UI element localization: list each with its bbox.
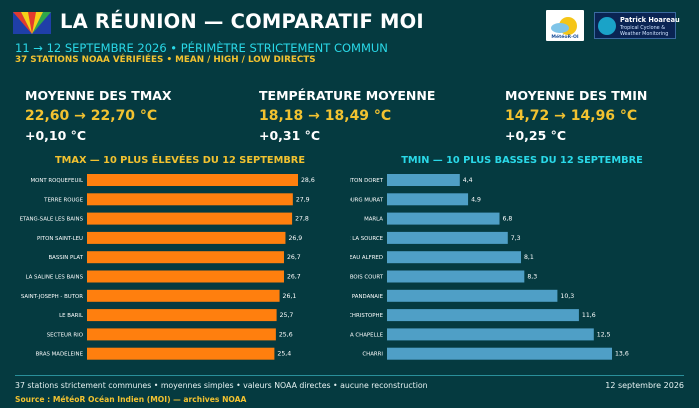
stat-delta: +0,25 °C [505,128,567,143]
stat-tmoy: TEMPÉRATURE MOYENNE 18,18 → 18,49 °C +0,… [259,88,435,143]
bar [387,174,460,186]
data-label: 25,4 [277,351,291,358]
data-label: 26,1 [283,293,297,300]
data-label: 26,7 [287,274,301,281]
stat-value: 18,18 → 18,49 °C [259,108,392,124]
data-label: 4,9 [471,196,481,203]
logo2-title: Patrick Hoareau [620,16,680,24]
category-label: LA CHAPELLE [350,332,384,338]
data-label: 27,9 [296,196,310,203]
category-label: PANDANAIE [352,294,384,300]
footer-divider [15,375,684,376]
category-label: ETANG-SALE LES BAINS [20,217,84,223]
category-label: PITON SAINT-LEU [37,236,83,242]
reunion-flag-icon [13,12,51,34]
stat-label: TEMPÉRATURE MOYENNE [259,88,436,103]
category-label: LE BARIL [59,313,83,319]
bar [87,212,293,225]
cyclone-icon [598,17,616,35]
tmin-chart-title: TMIN — 10 PLUS BASSES DU 12 SEPTEMBRE [401,155,643,166]
bar [387,309,579,322]
bar [387,193,469,206]
stat-value: 22,60 → 22,70 °C [25,108,158,124]
category-label: BASSIN PLAT [48,255,83,261]
data-label: 8,3 [527,274,537,281]
tmax-bar-chart: MONT ROQUEFEUIL 28,6 TERRE ROUGE 27,9 ETANG-… [20,174,315,360]
page-subtitle-details: 37 STATIONS NOAA VÉRIFIÉES • MEAN / HIGH… [15,55,316,65]
category-label: CHARRI [362,352,383,358]
stat-delta: +0,31 °C [259,128,321,143]
data-label: 8,1 [524,254,534,261]
logo2-subtitle: Tropical Cyclone & Weather Monitoring [620,25,668,37]
data-label: 4,4 [463,177,473,184]
category-label: TERRE ROUGE [43,197,83,203]
footer-source: Source : MétéoR Océan Indien (MOI) — arc… [15,395,247,404]
category-label: CHEMIN DE LA SOURCE [350,236,384,242]
patrick-hoareau-logo: Patrick Hoareau Tropical Cyclone & Weathe… [594,12,680,39]
bar [87,309,277,322]
stat-tmax: MOYENNE DES TMAX 22,60 → 22,70 °C +0,10 … [25,88,172,143]
meteor-oi-logo: MétéoR-OI [546,10,584,41]
footer-note: 37 stations strictement communes • moyen… [15,381,428,390]
stat-label: MOYENNE DES TMAX [25,88,172,103]
tmax-chart-title: TMAX — 10 PLUS ÉLEVÉES DU 12 SEPTEMBRE [54,155,306,166]
bar [387,270,525,283]
category-label: BOIS COURT [350,275,384,281]
bar [87,347,275,360]
data-label: 10,3 [560,293,574,300]
logo2-line1: Tropical Cyclone & [620,25,666,31]
category-label: BRAS MADELEINE [36,352,84,358]
logo2-line2: Weather Monitoring [620,31,669,37]
bar [87,193,293,206]
stat-delta: +0,10 °C [25,128,87,143]
bar [87,231,286,244]
category-label: MARLA [364,217,383,223]
data-label: 28,6 [301,177,315,184]
bar [87,174,298,186]
data-label: 26,9 [288,235,302,242]
logo1-text: MétéoR-OI [551,33,579,40]
page-subtitle: 11 → 12 SEPTEMBRE 2026 • PÉRIMÈTRE STRIC… [15,41,388,55]
data-label: 27,8 [295,216,309,223]
category-label: BOURG MURAT [350,197,384,203]
footer-date: 12 septembre 2026 [605,381,684,390]
data-label: 11,6 [582,312,596,319]
category-label: CARREAU ALFRED [350,255,383,261]
bar [387,251,522,264]
data-label: 26,7 [287,254,301,261]
data-label: 25,6 [279,331,293,338]
data-label: 6,8 [503,216,513,223]
data-label: 12,5 [597,331,611,338]
category-label: MONT ROQUEFEUIL [30,178,83,184]
bar [87,289,280,302]
category-label: SAINT-JOSEPH - BUTOR [21,294,83,300]
stat-value: 14,72 → 14,96 °C [505,108,638,124]
tmin-bar-chart: PITON DORET 4,4 BOURG MURAT 4,9 MARLA 6,8 CHEM… [350,174,629,360]
bar [87,328,276,341]
data-label: 25,7 [280,312,294,319]
category-label: PITON DORET [350,178,384,184]
bar [387,231,508,244]
page-title: LA RÉUNION — COMPARATIF MOI [60,10,424,33]
category-label: SECTEUR RIO [47,332,83,338]
bar [87,251,284,264]
bar [387,212,500,225]
bar [387,328,594,341]
category-label: LA SALINE LES BAINS [26,275,84,281]
stat-label: MOYENNE DES TMIN [505,88,648,103]
bar [387,347,612,360]
bar [387,289,558,302]
data-label: 7,3 [511,235,521,242]
stat-tmin: MOYENNE DES TMIN 14,72 → 14,96 °C +0,25 … [505,88,647,143]
category-label: SAINT-CHRISTOPHE [350,313,384,319]
data-label: 13,6 [615,351,629,358]
bar [87,270,284,283]
